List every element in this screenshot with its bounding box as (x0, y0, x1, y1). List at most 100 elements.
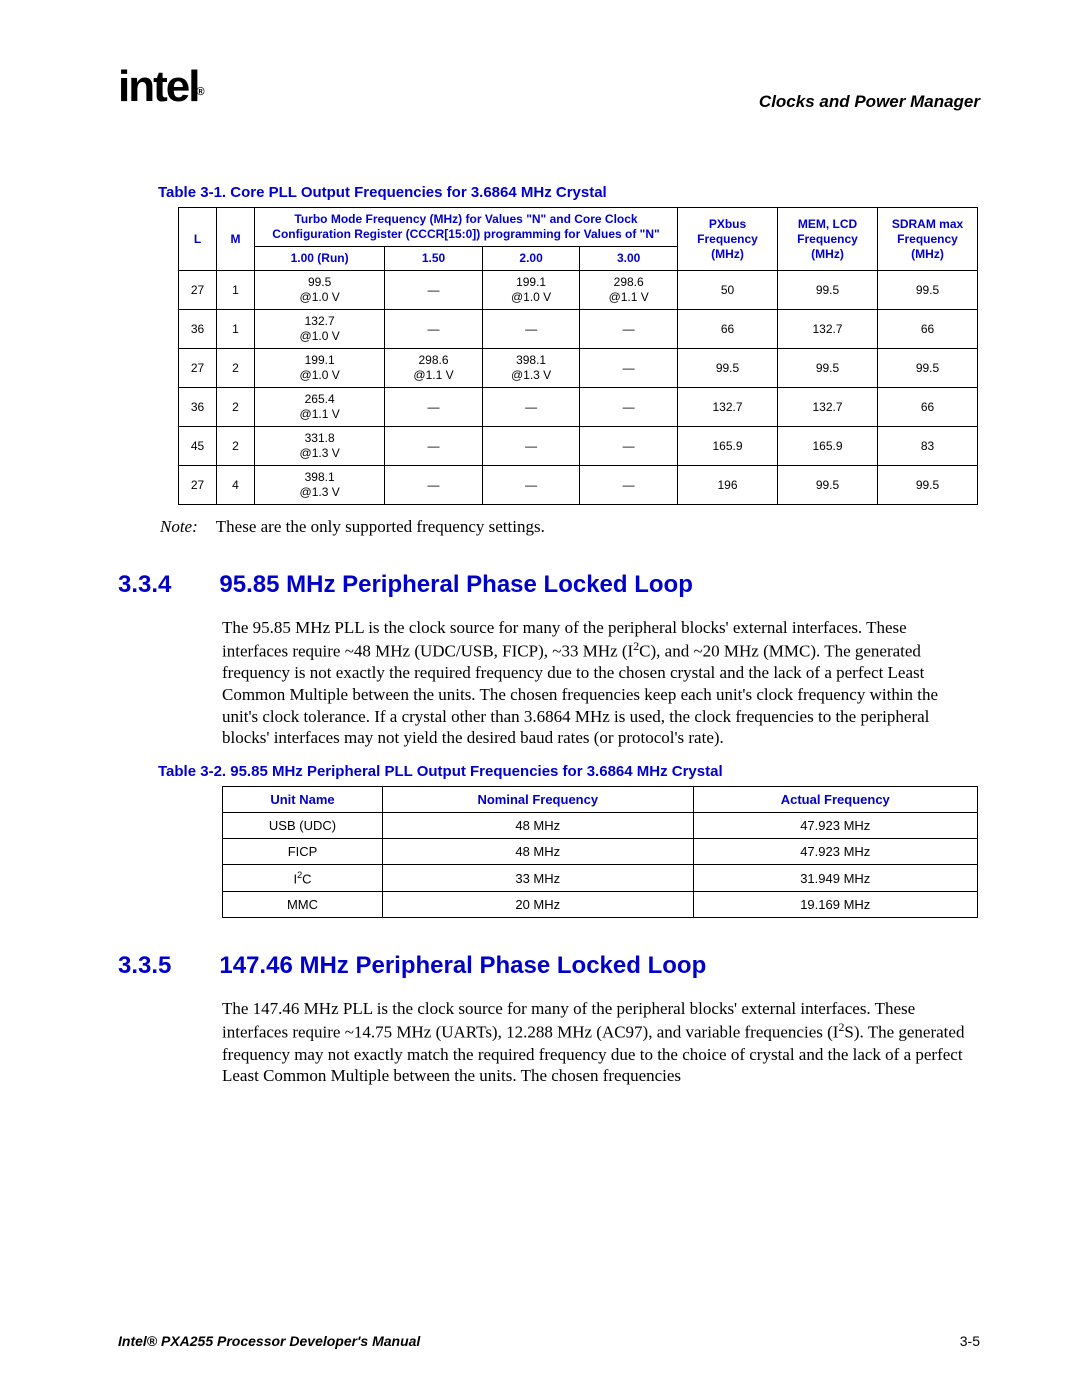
table-cell: — (385, 466, 483, 505)
table-cell: 20 MHz (383, 892, 694, 918)
t1-hdr-turbo: Turbo Mode Frequency (MHz) for Values "N… (255, 208, 678, 247)
table-cell: I2C (223, 865, 383, 892)
table-cell: 165.9 (678, 427, 778, 466)
table-cell: 47.923 MHz (693, 813, 977, 839)
table-cell: 31.949 MHz (693, 865, 977, 892)
logo-registered: ® (196, 86, 202, 98)
table-cell: 45 (179, 427, 217, 466)
t2-hdr-nom: Nominal Frequency (383, 787, 694, 813)
section-335-title: 147.46 MHz Peripheral Phase Locked Loop (219, 952, 706, 980)
table-cell: — (580, 310, 678, 349)
t1-hdr-pxbus: PXbus Frequency (MHz) (678, 208, 778, 271)
table-cell: 48 MHz (383, 813, 694, 839)
table-cell: — (482, 310, 580, 349)
table1: L M Turbo Mode Frequency (MHz) for Value… (178, 207, 978, 505)
table-cell: 398.1 @1.3 V (482, 349, 580, 388)
table-cell: 331.8 @1.3 V (255, 427, 385, 466)
section-335-para: The 147.46 MHz PLL is the clock source f… (222, 998, 972, 1087)
table-cell: 99.5 (778, 349, 878, 388)
table-cell: 132.7 (778, 310, 878, 349)
t2-hdr-act: Actual Frequency (693, 787, 977, 813)
table-cell: 1 (217, 271, 255, 310)
table-cell: 265.4 @1.1 V (255, 388, 385, 427)
table-cell: — (580, 349, 678, 388)
page-footer: Intel® PXA255 Processor Developer's Manu… (118, 1333, 980, 1349)
table2-wrap: Unit Name Nominal Frequency Actual Frequ… (222, 786, 980, 918)
table-cell: 132.7 @1.0 V (255, 310, 385, 349)
t1-sub-n15: 1.50 (385, 247, 483, 271)
table-cell: 165.9 (778, 427, 878, 466)
note-text: These are the only supported frequency s… (216, 517, 545, 537)
table-cell: 99.5 (678, 349, 778, 388)
table-cell: — (385, 310, 483, 349)
table-cell: 99.5 (778, 466, 878, 505)
table-cell: 33 MHz (383, 865, 694, 892)
t1-hdr-M: M (217, 208, 255, 271)
table-cell: 99.5 (878, 349, 978, 388)
table-cell: — (482, 388, 580, 427)
table-cell: 199.1 @1.0 V (482, 271, 580, 310)
table-cell: — (385, 271, 483, 310)
table-cell: 1 (217, 310, 255, 349)
table-cell: 47.923 MHz (693, 839, 977, 865)
t2-hdr-unit: Unit Name (223, 787, 383, 813)
table1-wrap: L M Turbo Mode Frequency (MHz) for Value… (178, 207, 980, 505)
table-cell: — (385, 388, 483, 427)
table-cell: 298.6 @1.1 V (385, 349, 483, 388)
table-cell: 398.1 @1.3 V (255, 466, 385, 505)
section-334-num: 3.3.4 (118, 571, 171, 599)
table-cell: — (580, 388, 678, 427)
t1-sub-n1: 1.00 (Run) (255, 247, 385, 271)
note-row: Note: These are the only supported frequ… (160, 517, 980, 537)
table-cell: 27 (179, 271, 217, 310)
table-cell: 66 (878, 388, 978, 427)
section-334-para: The 95.85 MHz PLL is the clock source fo… (222, 617, 972, 749)
table-cell: — (580, 466, 678, 505)
table-cell: — (482, 427, 580, 466)
table2: Unit Name Nominal Frequency Actual Frequ… (222, 786, 978, 918)
section-335-num: 3.3.5 (118, 952, 171, 980)
table-cell: 48 MHz (383, 839, 694, 865)
section-335-head: 3.3.5 147.46 MHz Peripheral Phase Locked… (118, 952, 980, 980)
logo-text: intel (118, 62, 198, 111)
section-334-head: 3.3.4 95.85 MHz Peripheral Phase Locked … (118, 571, 980, 599)
table-cell: 27 (179, 349, 217, 388)
t1-hdr-L: L (179, 208, 217, 271)
section-334-title: 95.85 MHz Peripheral Phase Locked Loop (219, 571, 692, 599)
chapter-title: Clocks and Power Manager (759, 92, 980, 112)
table-cell: 2 (217, 388, 255, 427)
t1-hdr-sdram: SDRAM max Frequency (MHz) (878, 208, 978, 271)
table-cell: 27 (179, 466, 217, 505)
table-cell: 298.6 @1.1 V (580, 271, 678, 310)
table-cell: 50 (678, 271, 778, 310)
table1-caption: Table 3-1. Core PLL Output Frequencies f… (158, 184, 980, 201)
table-cell: 36 (179, 388, 217, 427)
table-cell: 132.7 (778, 388, 878, 427)
table-cell: — (385, 427, 483, 466)
table-cell: 2 (217, 427, 255, 466)
footer-title: Intel® PXA255 Processor Developer's Manu… (118, 1333, 420, 1349)
intel-logo: intel® (118, 62, 205, 112)
table-cell: 99.5 (878, 271, 978, 310)
table-cell: FICP (223, 839, 383, 865)
table-cell: 99.5 @1.0 V (255, 271, 385, 310)
table-cell: 199.1 @1.0 V (255, 349, 385, 388)
table-cell: 83 (878, 427, 978, 466)
table-cell: — (580, 427, 678, 466)
table-cell: 99.5 (778, 271, 878, 310)
table-cell: 132.7 (678, 388, 778, 427)
footer-pagenum: 3-5 (960, 1333, 980, 1349)
t1-sub-n2: 2.00 (482, 247, 580, 271)
table-cell: 196 (678, 466, 778, 505)
table-cell: 36 (179, 310, 217, 349)
table-cell: 66 (878, 310, 978, 349)
table-cell: 99.5 (878, 466, 978, 505)
table-cell: — (482, 466, 580, 505)
page-header: intel® Clocks and Power Manager (118, 62, 980, 112)
table-cell: 19.169 MHz (693, 892, 977, 918)
table-cell: 4 (217, 466, 255, 505)
table2-caption: Table 3-2. 95.85 MHz Peripheral PLL Outp… (158, 763, 980, 780)
table-cell: MMC (223, 892, 383, 918)
note-label: Note: (160, 517, 198, 537)
t1-hdr-memlcd: MEM, LCD Frequency (MHz) (778, 208, 878, 271)
